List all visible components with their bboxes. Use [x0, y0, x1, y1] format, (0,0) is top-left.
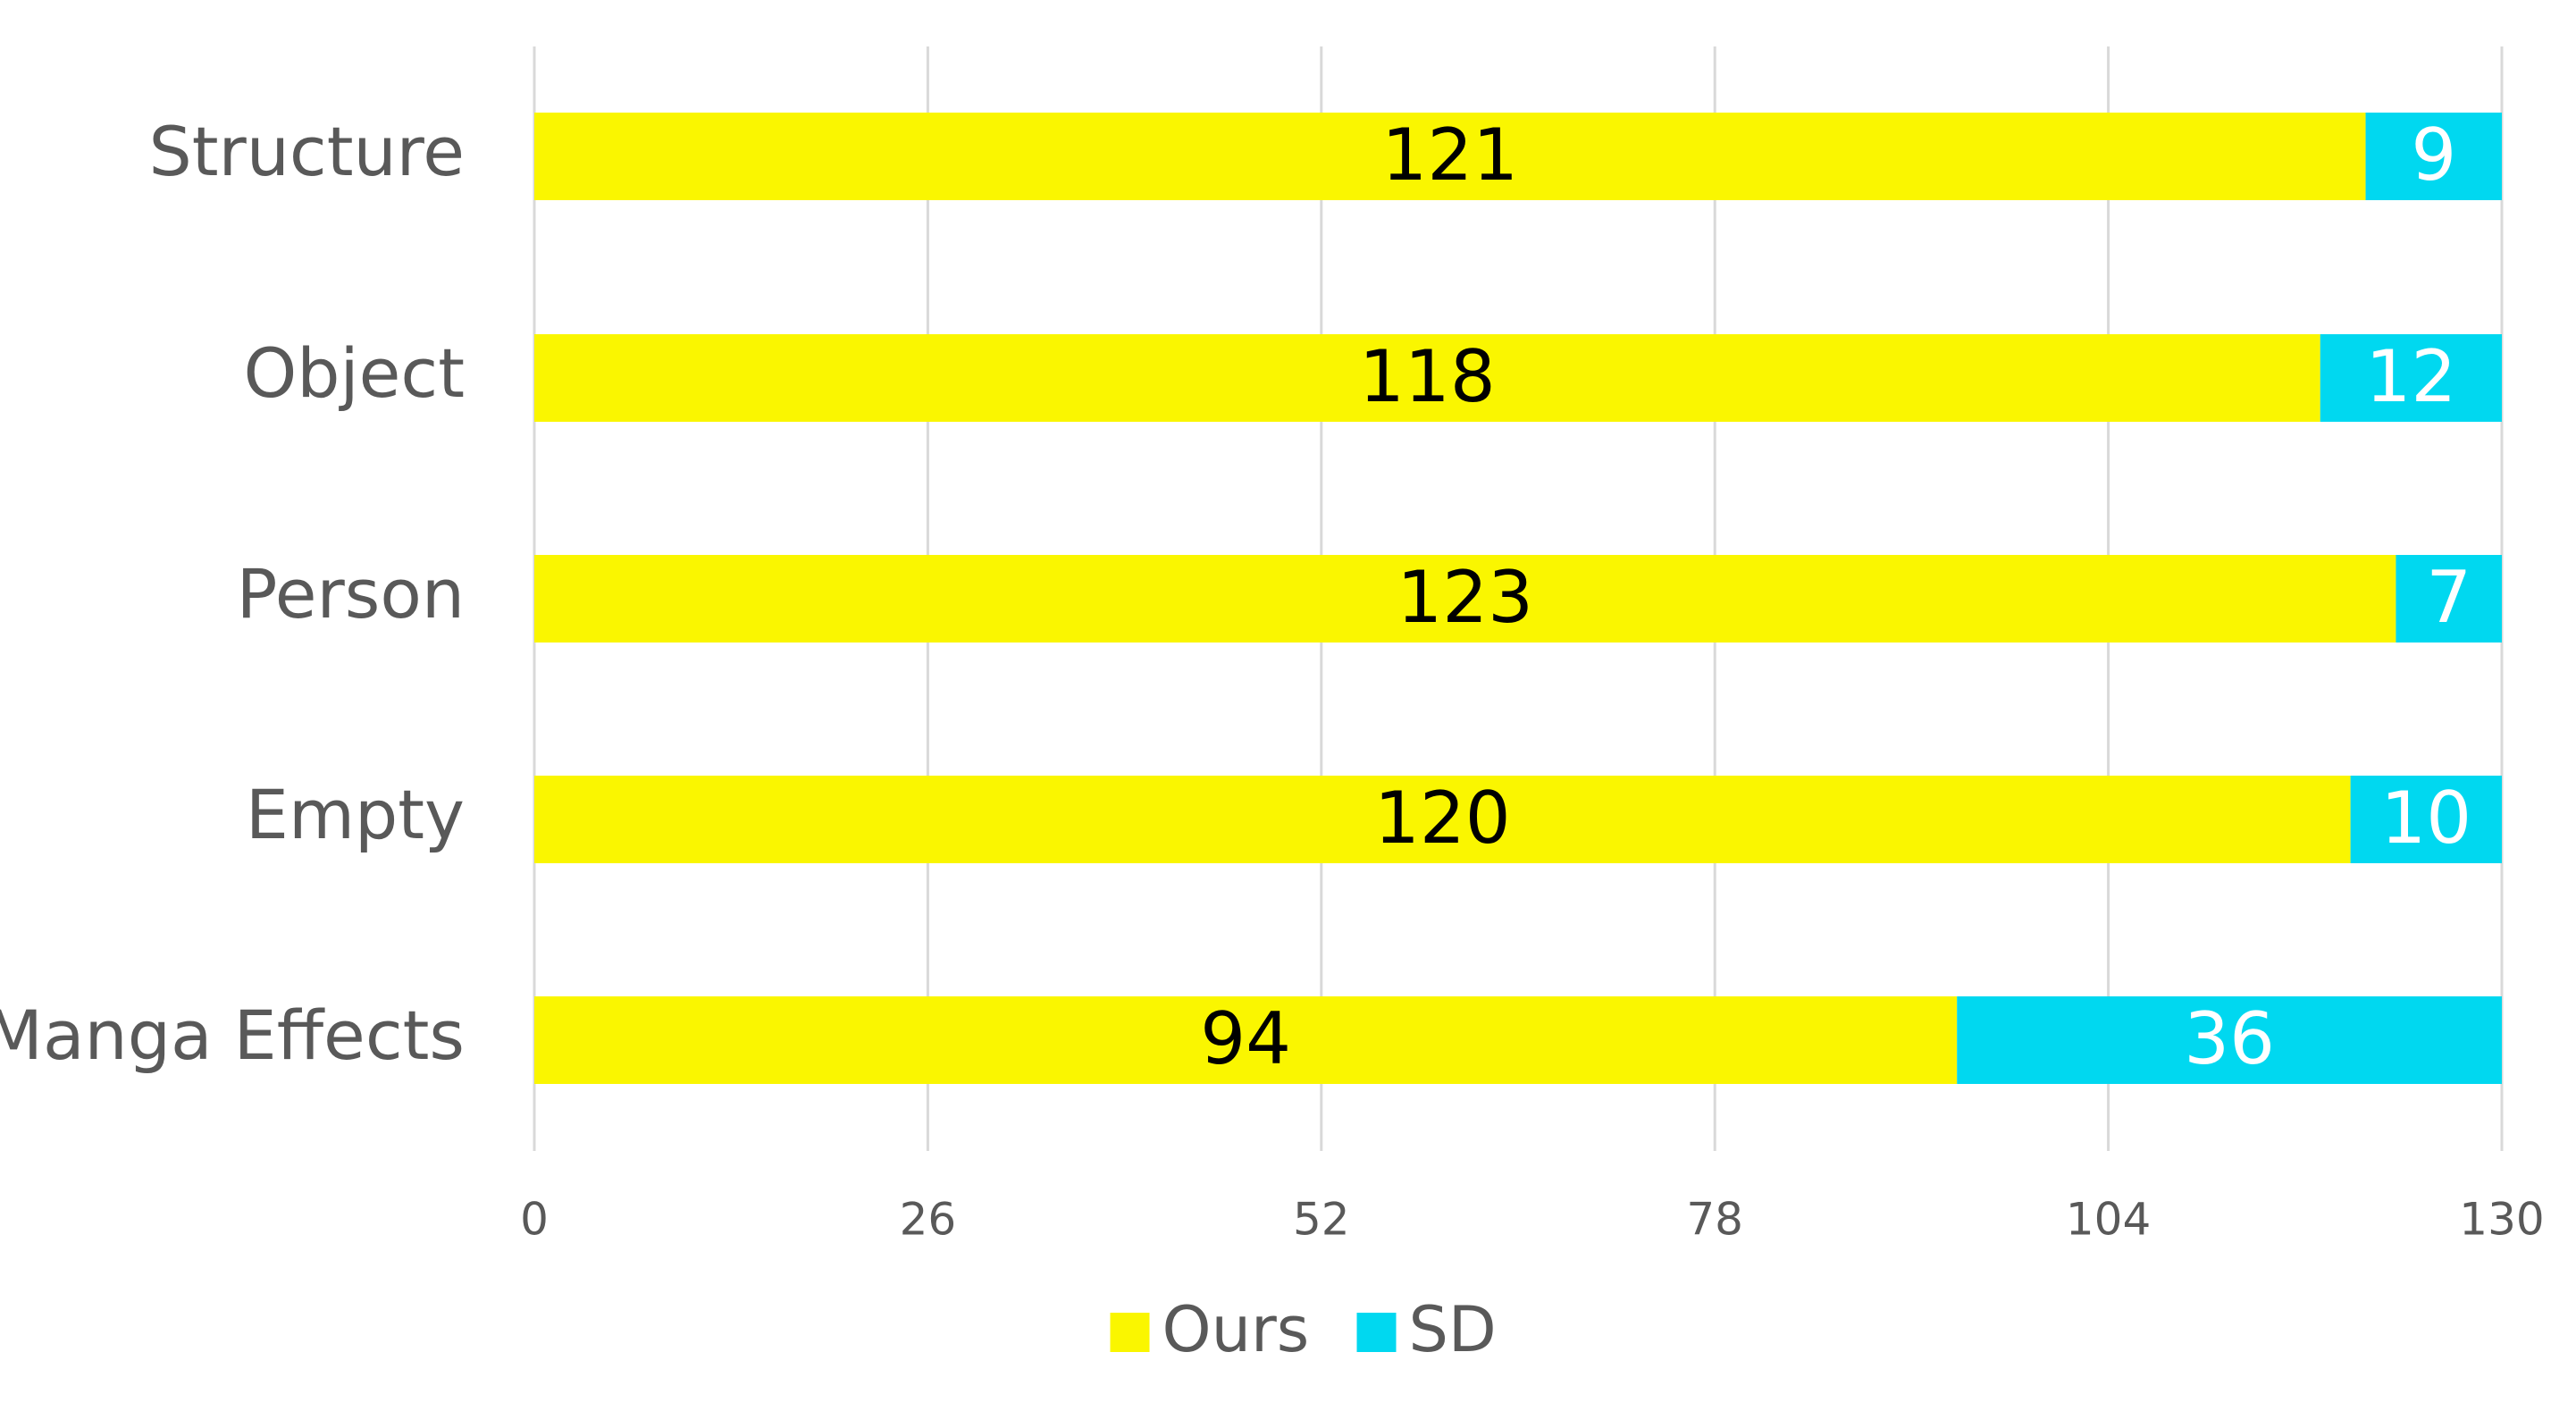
legend-label-sd: SD [1409, 1293, 1497, 1366]
bar-ours-person [534, 555, 2396, 643]
data-label-ours: 94 [1200, 997, 1291, 1080]
data-label-ours: 123 [1397, 556, 1533, 639]
x-tick-label: 104 [2066, 1194, 2151, 1246]
x-tick-label: 26 [900, 1194, 957, 1246]
data-label-sd: 10 [2380, 777, 2471, 860]
legend-label-ours: Ours [1162, 1293, 1310, 1366]
data-label-sd: 36 [2184, 997, 2275, 1080]
bars [534, 113, 2502, 1084]
x-tick-label: 130 [2459, 1194, 2544, 1246]
bar-sd-person [2396, 555, 2502, 643]
data-labels: 121 9 118 12 123 7 120 10 94 36 [1200, 113, 2471, 1080]
x-tick-label: 78 [1686, 1194, 1743, 1246]
bar-ours-empty [534, 776, 2351, 863]
category-label: Person [237, 554, 465, 634]
bar-sd-object [2320, 334, 2502, 422]
bar-ours-object [534, 334, 2320, 422]
bar-ours-manga-effects [534, 996, 1958, 1084]
x-tick-label: 52 [1293, 1194, 1350, 1246]
legend-swatch-ours [1110, 1313, 1150, 1352]
category-label: Structure [148, 112, 465, 191]
data-label-ours: 118 [1359, 335, 1496, 418]
x-tick-label: 0 [520, 1194, 549, 1246]
bar-sd-structure [2365, 113, 2502, 200]
category-label: Empty [246, 775, 465, 854]
data-label-sd: 7 [2426, 556, 2471, 639]
data-label-ours: 121 [1381, 113, 1518, 197]
legend-swatch-sd [1356, 1313, 1397, 1352]
category-label: Object [243, 333, 465, 413]
legend: Ours SD [1110, 1293, 1497, 1366]
data-label-ours: 120 [1374, 777, 1511, 860]
bar-sd-empty [2350, 776, 2502, 863]
data-label-sd: 9 [2411, 113, 2456, 197]
bar-sd-manga-effects [1957, 996, 2502, 1084]
data-label-sd: 12 [2365, 335, 2456, 418]
bar-ours-structure [534, 113, 2366, 200]
category-labels: Structure Object Person Empty Manga Effects [0, 112, 465, 1075]
category-label: Manga Effects [0, 995, 465, 1075]
x-axis-tick-labels: 0 26 52 78 104 130 [520, 1194, 2545, 1246]
